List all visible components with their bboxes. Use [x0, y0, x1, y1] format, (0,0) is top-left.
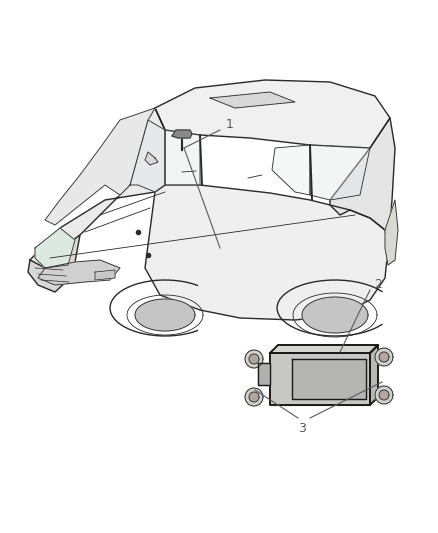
Polygon shape	[375, 386, 393, 404]
Polygon shape	[245, 388, 263, 406]
Polygon shape	[172, 130, 192, 138]
Polygon shape	[258, 363, 270, 385]
Polygon shape	[270, 353, 370, 405]
Polygon shape	[330, 118, 395, 248]
Polygon shape	[95, 270, 115, 280]
Polygon shape	[310, 145, 370, 200]
Polygon shape	[38, 260, 120, 285]
Polygon shape	[28, 235, 80, 292]
Text: 2: 2	[374, 278, 382, 290]
Polygon shape	[245, 350, 263, 368]
Polygon shape	[249, 354, 259, 364]
Polygon shape	[270, 345, 378, 353]
Polygon shape	[385, 200, 398, 265]
Polygon shape	[135, 299, 195, 331]
Text: 1: 1	[226, 117, 234, 131]
Polygon shape	[130, 120, 165, 192]
Polygon shape	[379, 352, 389, 362]
Polygon shape	[35, 228, 75, 268]
Polygon shape	[155, 80, 390, 148]
Polygon shape	[210, 92, 295, 108]
Polygon shape	[379, 390, 389, 400]
Polygon shape	[272, 145, 310, 195]
Polygon shape	[165, 130, 200, 185]
Polygon shape	[302, 297, 368, 333]
Polygon shape	[249, 392, 259, 402]
Polygon shape	[292, 359, 366, 399]
Polygon shape	[30, 108, 165, 268]
Text: 3: 3	[298, 422, 306, 434]
Polygon shape	[370, 345, 378, 405]
Polygon shape	[375, 348, 393, 366]
Polygon shape	[145, 152, 158, 165]
Polygon shape	[145, 108, 388, 320]
Polygon shape	[45, 108, 155, 225]
